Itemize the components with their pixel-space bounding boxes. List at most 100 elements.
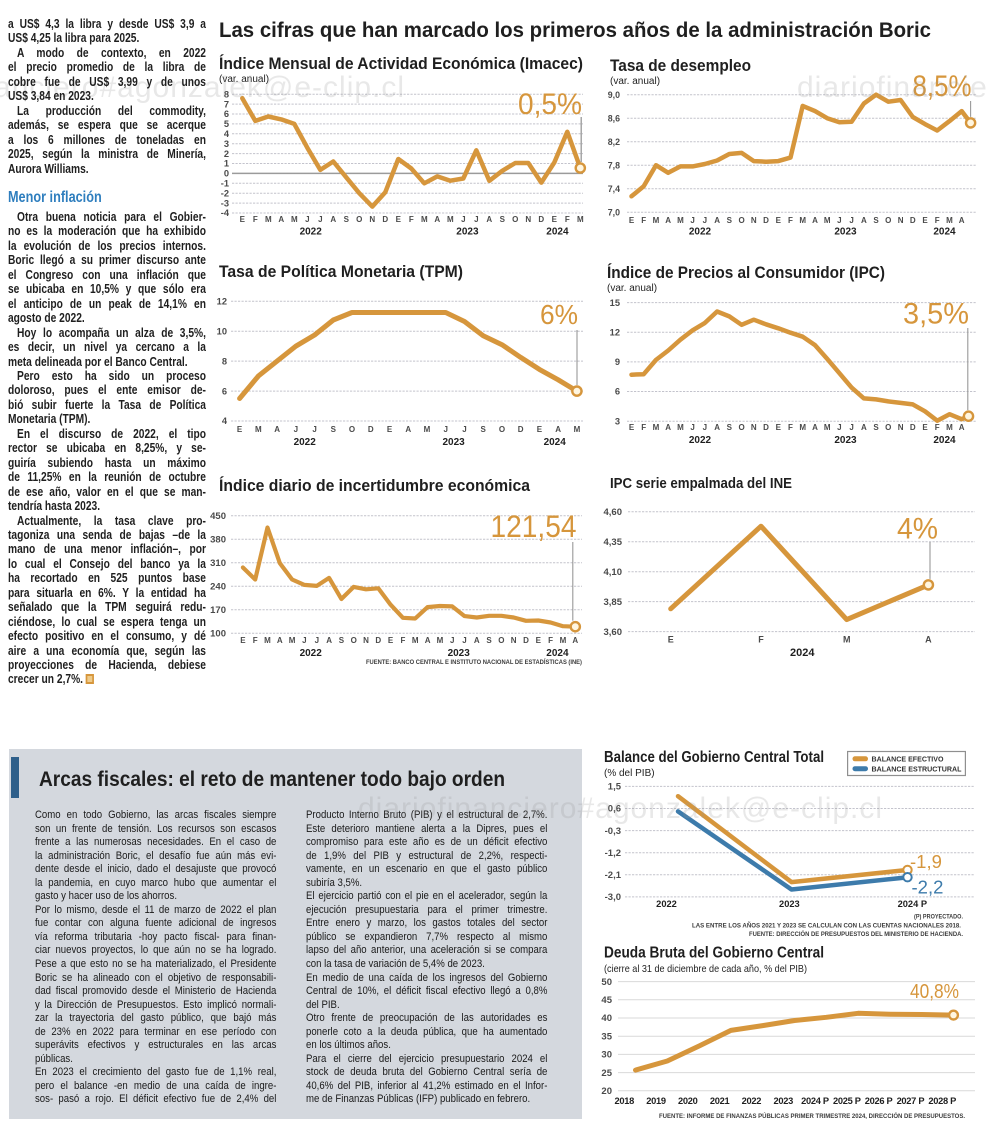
svg-text:A: A [714,423,720,432]
svg-text:2023: 2023 [448,648,471,659]
svg-text:2023: 2023 [442,437,465,448]
svg-text:Índice Mensual de Actividad Ec: Índice Mensual de Actividad Económica (I… [219,54,583,73]
svg-text:O: O [885,423,891,432]
svg-text:M: M [291,215,298,224]
svg-text:S: S [500,215,506,224]
svg-text:2024 P: 2024 P [898,899,927,909]
svg-text:F: F [935,216,940,225]
svg-text:J: J [302,636,306,645]
svg-text:Arcas fiscales: el reto de man: Arcas fiscales: el reto de mantener todo… [39,768,505,791]
svg-text:6: 6 [222,386,227,396]
svg-text:O: O [349,425,355,434]
svg-text:2022: 2022 [294,437,317,448]
svg-text:100: 100 [210,628,226,639]
svg-text:D: D [523,636,529,645]
svg-text:J: J [849,216,853,225]
svg-text:-1,9: -1,9 [910,851,942,872]
svg-text:J: J [318,215,322,224]
svg-text:A: A [555,425,561,434]
svg-text:N: N [369,215,375,224]
svg-text:A: A [812,216,818,225]
svg-text:2022: 2022 [689,435,712,446]
svg-text:240: 240 [210,582,226,593]
svg-text:A: A [861,216,867,225]
svg-text:8: 8 [224,89,229,99]
svg-text:A: A [278,215,284,224]
svg-text:J: J [443,425,447,434]
svg-text:30: 30 [601,1050,612,1061]
svg-text:F: F [758,635,764,645]
svg-text:12: 12 [217,297,227,307]
svg-text:FUENTE: INFORME DE FINANZAS PÚ: FUENTE: INFORME DE FINANZAS PÚBLICAS PRI… [659,1111,965,1120]
svg-text:M: M [946,423,953,432]
svg-text:2023: 2023 [834,227,857,238]
svg-text:M: M [799,423,806,432]
svg-text:10: 10 [217,326,227,336]
svg-text:O: O [885,216,891,225]
svg-text:E: E [388,636,394,645]
svg-text:(var. anual): (var. anual) [607,283,657,294]
svg-text:M: M [265,215,272,224]
svg-text:-1,2: -1,2 [605,848,621,859]
svg-text:S: S [339,636,345,645]
svg-text:2024: 2024 [933,227,956,238]
svg-text:Balance del Gobierno Central T: Balance del Gobierno Central Total [604,749,824,766]
svg-text:E: E [668,635,674,645]
svg-text:J: J [312,425,316,434]
svg-text:S: S [873,423,879,432]
svg-text:M: M [264,636,271,645]
svg-text:E: E [629,216,635,225]
svg-text:S: S [331,425,337,434]
svg-text:E: E [240,215,246,224]
svg-text:2020: 2020 [678,1096,698,1106]
svg-text:2027 P: 2027 P [897,1096,925,1106]
svg-text:3,60: 3,60 [604,627,623,638]
svg-text:A: A [959,216,965,225]
svg-text:A: A [714,216,720,225]
svg-text:2022: 2022 [742,1096,762,1106]
svg-text:2023: 2023 [456,227,479,238]
svg-text:2024: 2024 [544,437,567,448]
svg-text:15: 15 [610,298,620,308]
svg-text:-3,0: -3,0 [605,892,621,903]
svg-text:2019: 2019 [646,1096,666,1106]
svg-text:121,54: 121,54 [491,508,577,544]
svg-text:Deuda Bruta del Gobierno Centr: Deuda Bruta del Gobierno Central [604,945,824,962]
svg-text:S: S [486,636,492,645]
svg-text:F: F [641,216,646,225]
svg-text:FUENTE: BANCO CENTRAL E INSTIT: FUENTE: BANCO CENTRAL E INSTITUTO NACION… [366,657,582,666]
svg-text:F: F [253,636,258,645]
svg-text:-0,3: -0,3 [605,826,621,837]
svg-text:F: F [788,423,793,432]
svg-text:J: J [690,423,694,432]
svg-text:40,8%: 40,8% [910,981,959,1003]
svg-text:F: F [548,636,553,645]
svg-text:7,0: 7,0 [608,207,620,217]
svg-text:M: M [560,636,567,645]
svg-text:O: O [738,216,744,225]
svg-text:2028 P: 2028 P [928,1096,956,1106]
svg-text:310: 310 [210,558,226,569]
svg-text:8: 8 [222,356,227,366]
svg-text:F: F [788,216,793,225]
svg-text:D: D [910,423,916,432]
svg-text:45: 45 [601,995,612,1006]
svg-text:S: S [344,215,350,224]
svg-text:A: A [405,425,411,434]
svg-text:(var. anual): (var. anual) [610,76,660,87]
svg-text:E: E [629,423,635,432]
svg-text:M: M [421,215,428,224]
svg-text:2025 P: 2025 P [833,1096,861,1106]
svg-text:2023: 2023 [834,435,857,446]
svg-text:J: J [474,215,478,224]
svg-text:2022: 2022 [300,227,323,238]
svg-text:F: F [409,215,414,224]
svg-text:2026 P: 2026 P [865,1096,893,1106]
svg-text:-2,2: -2,2 [912,877,944,898]
svg-text:M: M [577,215,584,224]
svg-text:E: E [396,215,402,224]
svg-text:N: N [511,636,517,645]
svg-text:Índice diario de incertidumbre: Índice diario de incertidumbre económica [219,476,530,495]
svg-text:M: M [437,636,444,645]
svg-text:-1: -1 [221,179,229,189]
